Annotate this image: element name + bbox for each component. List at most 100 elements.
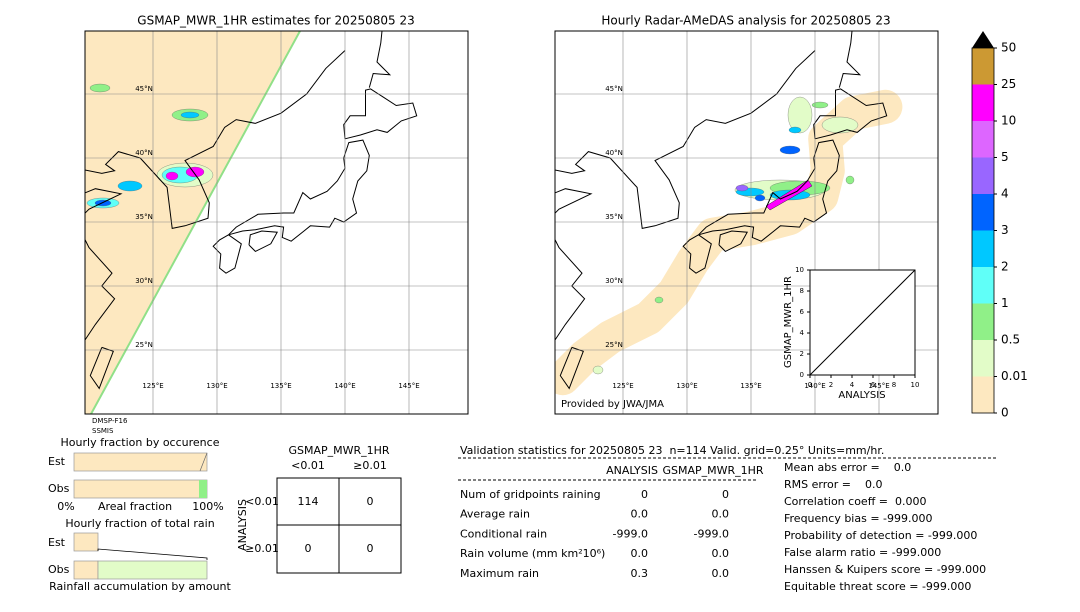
lon-label: 125°E [142,382,163,390]
value: 0.0 [631,547,649,560]
color-segment [972,48,994,85]
satellite: DMSP-F16 [92,417,128,425]
colorbar-label: 4 [1001,187,1009,201]
coastline [139,50,346,229]
row-label: Num of gridpoints raining [460,488,601,501]
lon-label: 135°E [740,382,761,390]
colorbar-label: 3 [1001,223,1009,237]
lon-label: 145°E [398,382,419,390]
obs-bar-rain [199,480,207,498]
lat-label: 40°N [605,149,623,157]
value: 0 [722,488,729,501]
row-header: ≥0.01 [245,542,279,555]
score: Mean abs error = 0.0 [784,461,911,474]
coastline [838,31,862,88]
validation-table: Num of gridpoints raining 0 0 Average rain 0… [460,461,986,593]
satellite: SSMIS [92,427,114,435]
col-header: <0.01 [291,459,325,472]
x-tick-label: 8 [892,381,896,389]
row-label: Est [48,536,66,549]
left-map-title: GSMAP_MWR_1HR estimates for 20250805 23 [137,14,414,28]
lat-label: 30°N [605,277,623,285]
left-map-frame [84,30,469,415]
rain-area [555,89,903,396]
y-tick-label: 6 [800,308,805,316]
rain-area [788,126,802,134]
x-tick-label: 6 [871,381,876,389]
colorbar-label: 0 [1001,406,1009,420]
axis-label: 0% [57,500,74,513]
est-marker [199,452,208,472]
axis-label: Rainfall accumulation by amount [49,580,231,593]
lat-label: 30°N [135,277,153,285]
y-tick-label: 4 [800,329,805,337]
coastline [368,31,392,88]
rain-area [811,101,829,109]
rain-area [117,180,143,192]
lon-label: 140°E [804,382,825,390]
row-label: Conditional rain [460,527,547,540]
axis-label: 100% [192,500,223,513]
rain-area [754,194,766,202]
occurrence-title: Hourly fraction by occurence [61,436,220,449]
est-bar [73,532,99,552]
x-tick-label: 0 [808,381,812,389]
value: -999.0 [613,527,648,540]
row-axis: ANALYSIS [236,499,249,551]
row-label: Obs [48,482,70,495]
value: 0.0 [712,547,730,560]
coastline [212,234,242,274]
color-segment [972,121,994,158]
rain-area [165,171,179,181]
total-rain-title: Hourly fraction of total rain [65,517,214,530]
contingency-title: GSMAP_MWR_1HR [288,444,389,457]
est-wedge [97,548,208,560]
x-tick-label: 2 [829,381,833,389]
coastline [228,139,370,242]
color-segment [972,303,994,340]
colorbar-label: 0.5 [1001,333,1020,347]
cell: 114 [298,495,319,508]
obs-bar [73,479,208,499]
lon-label: 130°E [676,382,697,390]
lon-label: 145°E [868,382,889,390]
coastline [555,151,611,341]
scatter-ylabel: GSMAP_MWR_1HR [783,276,794,368]
extend-arrow [972,31,994,48]
diagonal [809,269,916,376]
axis-label: Areal fraction [98,500,172,513]
lon-label: 130°E [206,382,227,390]
rain-area [735,184,749,192]
lon-label: 125°E [612,382,633,390]
x-tick-label: 10 [911,381,920,389]
score: Equitable threat score = -999.000 [784,580,971,593]
color-segment [972,84,994,121]
row-label: Rain volume (mm km²10⁶) [460,547,605,560]
colorbar-label: 0.01 [1001,369,1028,383]
score: Probability of detection = -999.000 [784,529,977,542]
left-map [85,31,468,414]
rain-area [592,365,604,375]
score: Hanssen & Kuipers score = -999.000 [784,563,986,576]
coastline [682,234,712,274]
y-tick-label: 0 [800,371,804,379]
value: 0 [641,488,648,501]
colorbar-label: 25 [1001,77,1016,91]
coastline [85,151,141,341]
colorbar-label: 50 [1001,41,1016,55]
rain-area [654,296,664,304]
value: 0.0 [712,508,730,521]
row-label: Obs [48,563,70,576]
right-map-frame [554,30,939,415]
colorbar-label: 2 [1001,260,1009,274]
rain-area [821,116,859,134]
cell: 0 [367,542,374,555]
rain-area [779,145,801,155]
coastline [813,88,888,140]
obs-bar-rain [97,560,208,580]
color-segment [972,157,994,194]
rain-area [185,166,205,178]
colorbar: 0 0.01 0.5 1 2 3 4 5 10 25 50 [971,31,1028,420]
coastline [343,88,418,140]
color-segment [972,340,994,377]
